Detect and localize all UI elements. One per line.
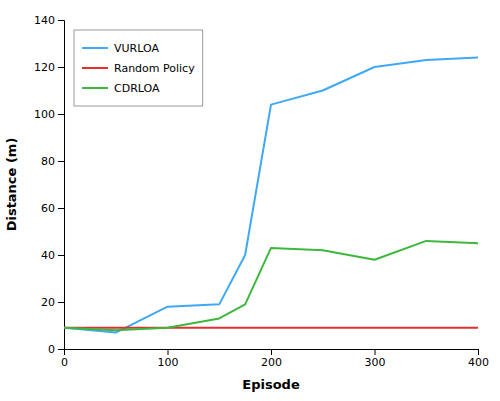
legend-label: CDRLOA [114,82,160,95]
chart: 0 100 200 300 400 0 20 40 60 80 100 120 140 VURLOA Ran… [0,0,500,401]
line [64,327,478,329]
tick: 0 [48,343,64,356]
x-axis: 0 100 200 300 400 [61,349,489,369]
legend-swatch [82,87,108,89]
tick-mark [271,349,272,355]
tick-mark [58,349,64,350]
tick-mark [58,302,64,303]
tick: 40 [41,249,64,262]
x-axis-title: Episode [242,377,300,392]
tick-label: 60 [41,202,55,215]
legend: VURLOA Random Policy CDRLOA [74,30,203,106]
tick-mark [58,20,64,21]
tick-label: 100 [34,108,55,121]
tick: 60 [41,202,64,215]
tick: 100 [158,349,179,369]
tick-mark [58,255,64,256]
tick-label: 40 [41,249,55,262]
line [64,241,478,330]
tick: 300 [365,349,386,369]
legend-frame [74,30,203,106]
tick-mark [58,161,64,162]
tick: 0 [61,349,68,369]
tick-label: 120 [34,61,55,74]
tick-mark [58,208,64,209]
axis-line [65,350,479,356]
tick: 140 [34,14,64,27]
tick: 200 [261,349,282,369]
legend-label: Random Policy [114,62,195,75]
tick: 120 [34,61,64,74]
tick: 400 [468,349,489,369]
plot: 0 100 200 300 400 0 20 40 60 80 100 120 140 VURLOA Ran… [34,14,489,369]
y-axis-title: Distance (m) [4,138,19,232]
legend-item: Random Policy [82,62,195,75]
tick-label: 80 [41,155,55,168]
tick-mark [168,349,169,355]
tick-label: 100 [158,356,179,369]
legend-swatch [82,47,108,49]
tick-label: 300 [365,356,386,369]
legend-label: VURLOA [114,42,159,55]
tick: 100 [34,108,64,121]
axis-line [58,21,65,350]
tick: 80 [41,155,64,168]
tick-mark [58,67,64,68]
tick-mark [478,349,479,355]
tick: 20 [41,296,64,309]
tick-label: 20 [41,296,55,309]
tick-label: 0 [61,356,68,369]
tick-mark [375,349,376,355]
legend-item: CDRLOA [82,82,160,95]
tick-label: 200 [261,356,282,369]
tick-mark [58,114,64,115]
tick-label: 400 [468,356,489,369]
legend-item: VURLOA [82,42,159,55]
y-axis: 0 20 40 60 80 100 120 140 [34,14,65,356]
legend-swatch [82,67,108,69]
tick-label: 0 [48,343,55,356]
tick-label: 140 [34,14,55,27]
